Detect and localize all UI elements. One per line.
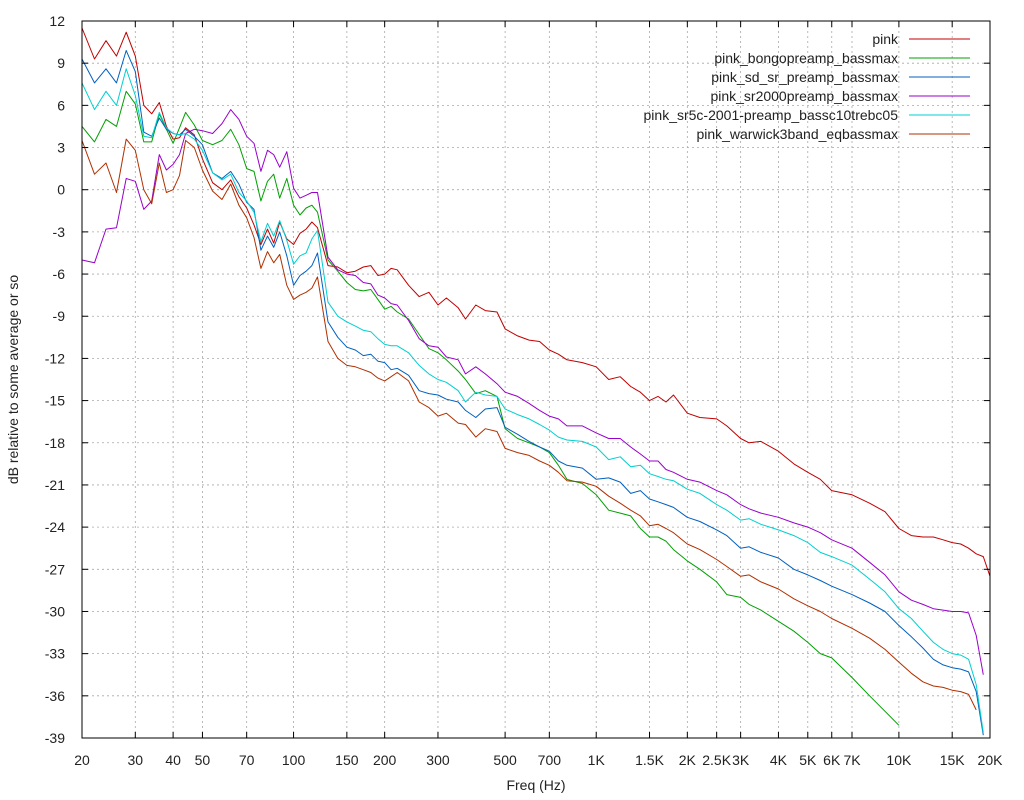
y-tick-label: -27: [45, 561, 65, 577]
y-tick-label: -6: [53, 266, 66, 282]
x-tick-label: 200: [373, 752, 397, 768]
x-tick-label: 5K: [799, 752, 817, 768]
x-tick-label: 50: [195, 752, 211, 768]
x-tick-label: 70: [239, 752, 255, 768]
x-tick-label: 7K: [843, 752, 861, 768]
y-tick-label: 0: [57, 182, 65, 198]
legend-label: pink_sd_sr_preamp_bassmax: [711, 69, 898, 85]
series-line-pink_sd_sr_preamp_bassmax: [81, 50, 984, 736]
x-tick-label: 4K: [770, 752, 788, 768]
legend-label: pink_sr5c-2001-preamp_bassc10trebc05: [644, 107, 899, 123]
y-axis-label: dB relative to some average or so: [5, 275, 21, 485]
series-line-pink_sr2000preamp_bassmax: [81, 109, 984, 675]
x-tick-label: 500: [493, 752, 517, 768]
y-tick-label: -3: [53, 224, 66, 240]
legend-item: pink_sr2000preamp_bassmax: [710, 88, 970, 104]
series-line-pink: [81, 27, 991, 577]
legend: pink pink_bongopreamp_bassmax pink_sd_sr_p…: [644, 31, 970, 142]
y-tick-label: 6: [57, 97, 65, 113]
x-tick-label: 300: [426, 752, 450, 768]
x-tick-label: 150: [335, 752, 359, 768]
x-tick-label: 6K: [823, 752, 841, 768]
y-tick-label: -18: [45, 435, 65, 451]
legend-label: pink_warwick3band_eqbassmax: [696, 126, 898, 142]
x-tick-label: 1K: [588, 752, 606, 768]
x-tick-label: 100: [282, 752, 306, 768]
grid: [81, 20, 991, 739]
x-tick-label: 10K: [886, 752, 912, 768]
y-tick-label: 3: [57, 140, 65, 156]
legend-item: pink: [872, 31, 970, 47]
legend-item: pink_bongopreamp_bassmax: [714, 50, 970, 66]
y-tick-label: -39: [45, 730, 65, 746]
x-tick-label: 20K: [978, 752, 1004, 768]
x-tick-label: 40: [165, 752, 181, 768]
y-tick-label: -30: [45, 603, 65, 619]
series-line-pink_sr5c-2001-preamp_bassc10trebc05: [81, 68, 984, 733]
x-tick-label: 2K: [679, 752, 697, 768]
y-tick-label: 9: [57, 55, 65, 71]
legend-label: pink_sr2000preamp_bassmax: [710, 88, 898, 104]
legend-label: pink: [872, 31, 899, 47]
legend-label: pink_bongopreamp_bassmax: [714, 50, 898, 66]
legend-item: pink_sr5c-2001-preamp_bassc10trebc05: [644, 107, 970, 123]
y-tick-label: -21: [45, 477, 65, 493]
series-line-pink_warwick3band_eqbassmax: [81, 138, 977, 711]
y-tick-label: -12: [45, 350, 65, 366]
x-axis-ticks: 20 30 40 50 70 100 150 200 300 500 700 1K 1.5K 2K 2.5K…: [74, 21, 1003, 768]
x-tick-label: 700: [538, 752, 562, 768]
x-tick-label: 30: [128, 752, 144, 768]
y-tick-label: -36: [45, 688, 65, 704]
y-tick-label: -33: [45, 646, 65, 662]
legend-item: pink_warwick3band_eqbassmax: [696, 126, 970, 142]
y-tick-label: 12: [49, 13, 65, 29]
x-tick-label: 2.5K: [702, 752, 731, 768]
x-tick-label: 3K: [732, 752, 750, 768]
x-axis-label: Freq (Hz): [506, 777, 565, 793]
legend-item: pink_sd_sr_preamp_bassmax: [711, 69, 970, 85]
x-tick-label: 20: [74, 752, 90, 768]
series-lines: [81, 27, 991, 736]
plot-frame: [81, 20, 991, 739]
y-tick-label: -15: [45, 393, 65, 409]
y-tick-label: -9: [53, 308, 66, 324]
series-line-pink_bongopreamp_bassmax: [81, 90, 900, 726]
y-axis-ticks: 12 9 6 3 0 -3 -6 -9 -12 -15 -18 -21 -24 -27 -30 -33 -36 -…: [45, 13, 990, 746]
y-tick-label: -24: [45, 519, 65, 535]
x-tick-label: 1.5K: [635, 752, 664, 768]
x-tick-label: 15K: [940, 752, 966, 768]
